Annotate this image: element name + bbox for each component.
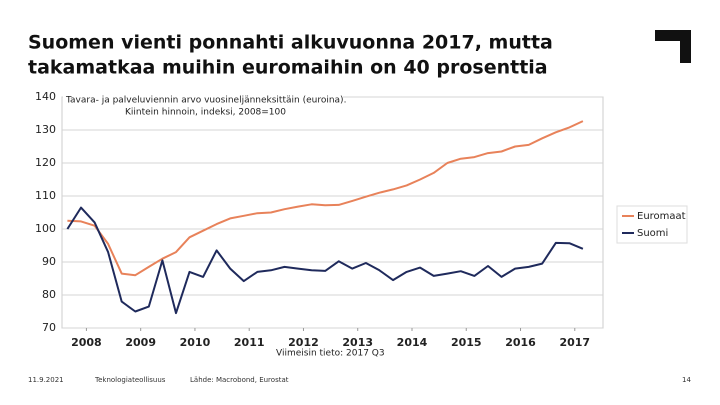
y-tick-label: 70 [42, 321, 56, 334]
footer-source: Lähde: Macrobond, Eurostat [190, 376, 289, 384]
legend-box [616, 205, 688, 244]
x-tick-label: 2016 [505, 336, 536, 349]
annotation: Tavara- ja palveluviennin arvo vuosinelj… [65, 96, 346, 106]
x-tick-label: 2011 [234, 336, 265, 349]
footer-date: 11.9.2021 [28, 376, 64, 384]
y-tick-label: 90 [42, 255, 56, 268]
x-tick-label: 2015 [451, 336, 482, 349]
legend-label: Euromaat [637, 211, 686, 222]
x-tick-label: 2010 [180, 336, 211, 349]
x-tick-label: 2014 [397, 336, 428, 349]
x-tick-label: 2013 [342, 336, 373, 349]
y-tick-label: 140 [35, 90, 56, 103]
data-line [66, 206, 584, 315]
note: Viimeisin tieto: 2017 Q3 [276, 349, 385, 359]
chart-title: Suomen vienti ponnahti alkuvuonna 2017, … [28, 32, 553, 54]
x-tick-label: 2009 [125, 336, 156, 349]
y-tick-label: 130 [35, 123, 56, 136]
chart-subtitle: takamatkaa muihin euromaihin on 40 prose… [28, 57, 548, 79]
annotation: Kiintein hinnoin, indeksi, 2008=100 [125, 108, 286, 118]
footer-page: 14 [682, 376, 691, 384]
y-tick-label: 100 [35, 222, 56, 235]
y-tick-label: 120 [35, 156, 56, 169]
plot-frame [61, 96, 604, 329]
x-tick-label: 2012 [288, 336, 319, 349]
annotation-box [63, 94, 343, 120]
data-line [67, 120, 584, 277]
x-tick-label: 2017 [559, 336, 590, 349]
x-tick-label: 2008 [71, 336, 102, 349]
footer-org: Teknologiateollisuus [94, 376, 166, 384]
y-tick-label: 110 [35, 189, 56, 202]
logo [655, 30, 691, 63]
y-tick-label: 80 [42, 288, 56, 301]
legend-label: Suomi [637, 228, 668, 239]
